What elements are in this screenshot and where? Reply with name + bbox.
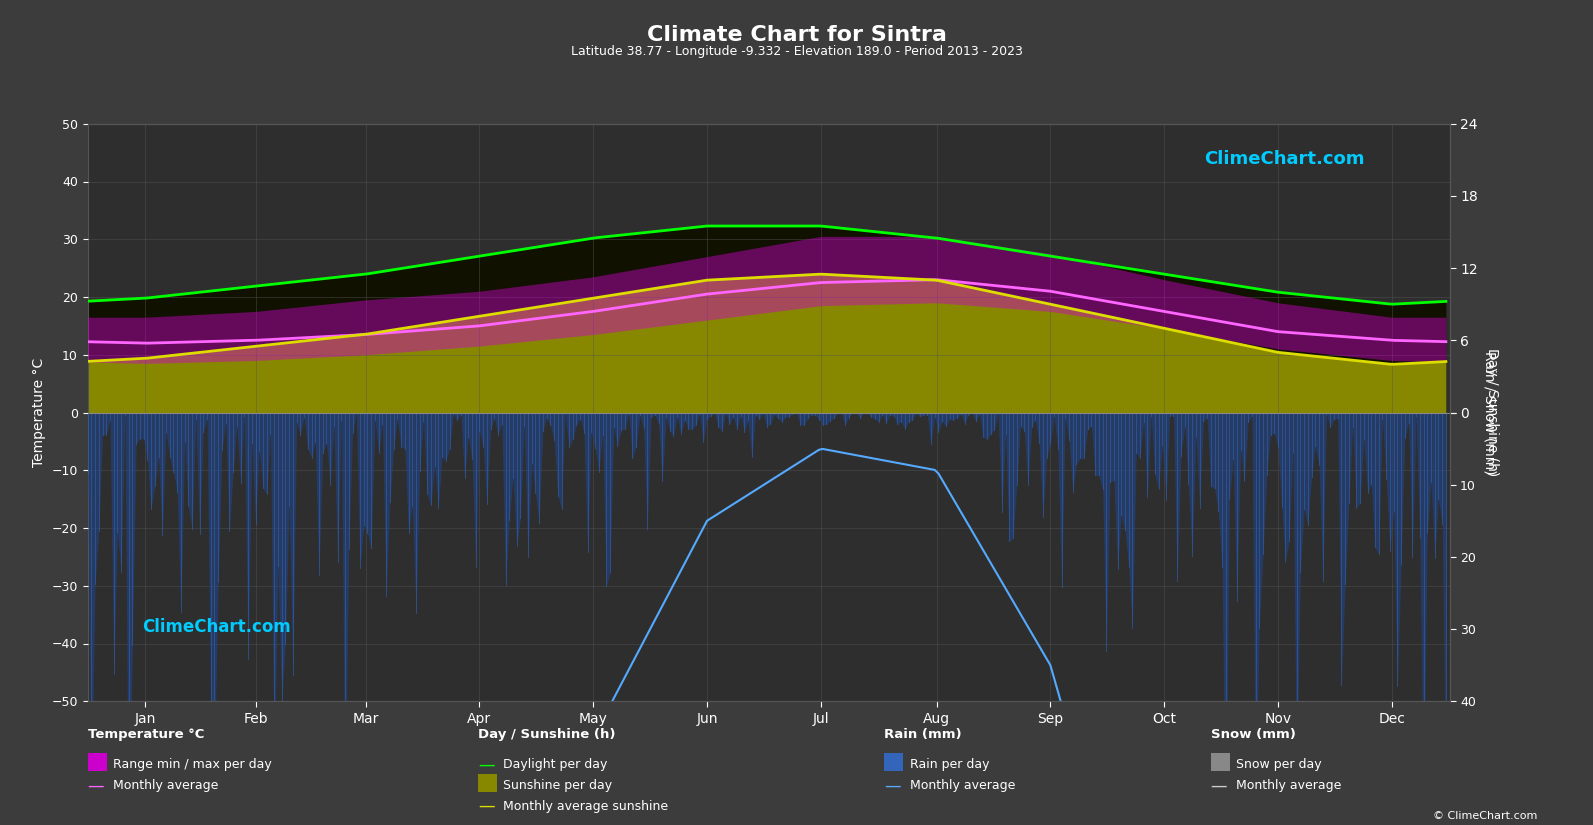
Text: ClimeChart.com: ClimeChart.com <box>1204 150 1365 168</box>
Text: —: — <box>88 776 104 794</box>
Y-axis label: Rain / Snow (mm): Rain / Snow (mm) <box>1483 351 1497 474</box>
Text: Sunshine per day: Sunshine per day <box>503 779 613 792</box>
Text: Monthly average: Monthly average <box>1236 779 1341 792</box>
Text: Snow (mm): Snow (mm) <box>1211 728 1295 742</box>
Text: Climate Chart for Sintra: Climate Chart for Sintra <box>647 25 946 45</box>
Text: Rain per day: Rain per day <box>910 758 989 771</box>
Text: Daylight per day: Daylight per day <box>503 758 609 771</box>
Text: ClimeChart.com: ClimeChart.com <box>142 618 292 636</box>
Text: —: — <box>884 776 900 794</box>
Text: Latitude 38.77 - Longitude -9.332 - Elevation 189.0 - Period 2013 - 2023: Latitude 38.77 - Longitude -9.332 - Elev… <box>570 45 1023 59</box>
Text: Rain (mm): Rain (mm) <box>884 728 962 742</box>
Text: Temperature °C: Temperature °C <box>88 728 204 742</box>
Text: —: — <box>478 756 494 774</box>
Text: —: — <box>1211 776 1227 794</box>
Text: Range min / max per day: Range min / max per day <box>113 758 272 771</box>
Text: Monthly average: Monthly average <box>113 779 218 792</box>
Text: Snow per day: Snow per day <box>1236 758 1322 771</box>
Text: —: — <box>478 797 494 815</box>
Text: Monthly average sunshine: Monthly average sunshine <box>503 799 669 813</box>
Y-axis label: Temperature °C: Temperature °C <box>32 358 46 467</box>
Text: Monthly average: Monthly average <box>910 779 1015 792</box>
Y-axis label: Day / Sunshine (h): Day / Sunshine (h) <box>1485 348 1499 477</box>
Text: © ClimeChart.com: © ClimeChart.com <box>1432 811 1537 821</box>
Text: Day / Sunshine (h): Day / Sunshine (h) <box>478 728 615 742</box>
